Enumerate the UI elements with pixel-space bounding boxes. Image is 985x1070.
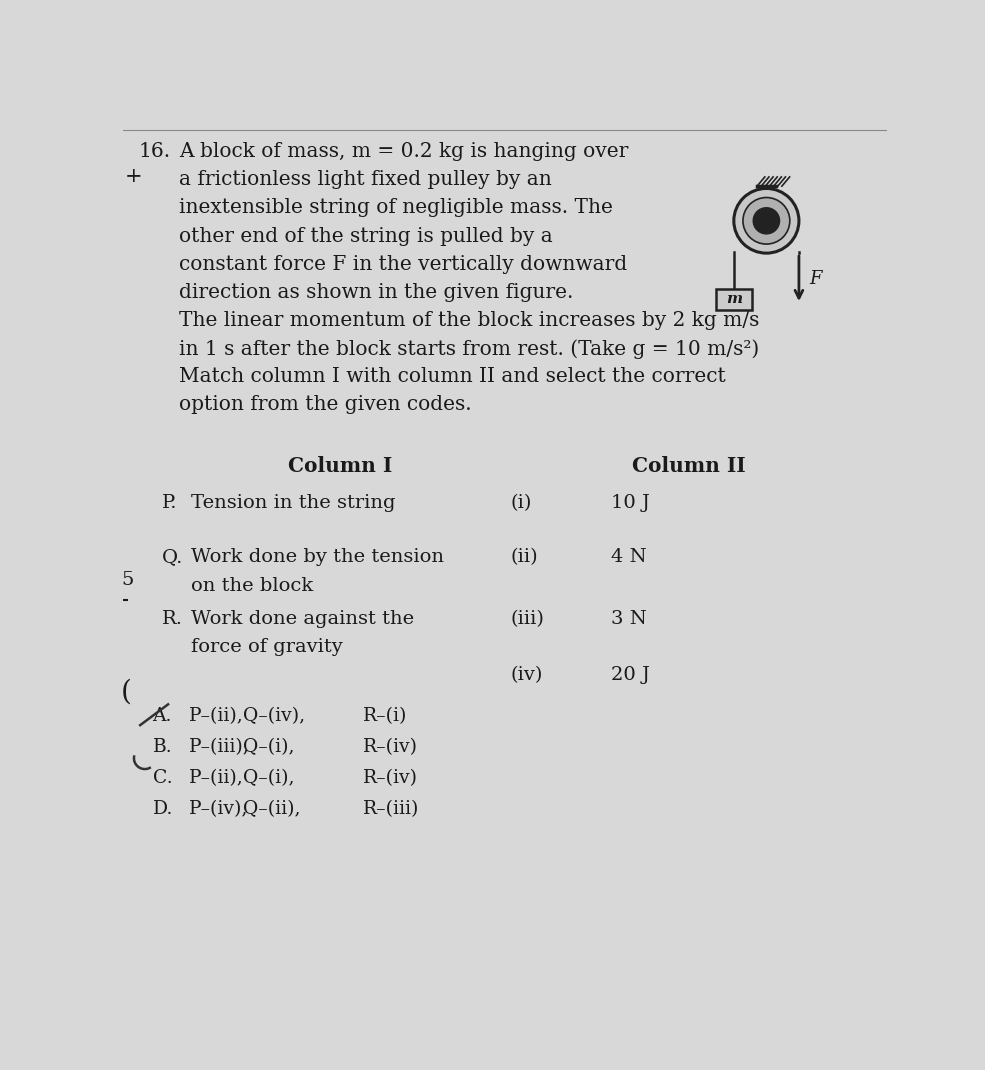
Text: F: F — [810, 270, 822, 288]
Text: P–(ii),: P–(ii), — [189, 769, 243, 788]
Text: option from the given codes.: option from the given codes. — [179, 395, 472, 414]
Text: in 1 s after the block starts from rest. (Take g = 10 m/s²): in 1 s after the block starts from rest.… — [179, 339, 759, 358]
Text: constant force F in the vertically downward: constant force F in the vertically downw… — [179, 255, 627, 274]
Text: Q–(iv),: Q–(iv), — [243, 707, 305, 725]
Text: force of gravity: force of gravity — [191, 638, 343, 656]
Text: inextensible string of negligible mass. The: inextensible string of negligible mass. … — [179, 198, 613, 217]
Bar — [716, 289, 752, 310]
Text: (: ( — [121, 679, 132, 706]
Text: Column I: Column I — [288, 456, 392, 476]
Circle shape — [734, 188, 799, 254]
Text: (iii): (iii) — [510, 610, 545, 628]
Text: Work done against the: Work done against the — [191, 610, 415, 628]
Text: (ii): (ii) — [510, 548, 538, 566]
Text: D.: D. — [153, 800, 173, 817]
Text: 4 N: 4 N — [612, 548, 647, 566]
Text: The linear momentum of the block increases by 2 kg m/s: The linear momentum of the block increas… — [179, 311, 759, 330]
Text: A block of mass, m = 0.2 kg is hanging over: A block of mass, m = 0.2 kg is hanging o… — [179, 142, 628, 162]
Text: m: m — [726, 292, 742, 306]
Text: (iv): (iv) — [510, 666, 543, 684]
Text: P–(iv),: P–(iv), — [189, 800, 248, 817]
Text: Q–(i),: Q–(i), — [243, 738, 295, 756]
Text: C.: C. — [153, 769, 172, 788]
Text: +: + — [125, 167, 142, 186]
Text: Match column I with column II and select the correct: Match column I with column II and select… — [179, 367, 726, 386]
Text: 10 J: 10 J — [612, 494, 650, 513]
Text: 3 N: 3 N — [612, 610, 647, 628]
Text: other end of the string is pulled by a: other end of the string is pulled by a — [179, 227, 553, 246]
Text: 20 J: 20 J — [612, 666, 650, 684]
Text: direction as shown in the given figure.: direction as shown in the given figure. — [179, 282, 573, 302]
Text: B.: B. — [153, 738, 172, 756]
Text: a frictionless light fixed pulley by an: a frictionless light fixed pulley by an — [179, 170, 552, 189]
Text: on the block: on the block — [191, 577, 313, 595]
Text: 16.: 16. — [139, 142, 170, 162]
Text: A.: A. — [153, 707, 172, 725]
Text: Work done by the tension: Work done by the tension — [191, 548, 444, 566]
Text: Q–(i),: Q–(i), — [243, 769, 295, 788]
Text: Tension in the string: Tension in the string — [191, 494, 396, 513]
Text: Q–(ii),: Q–(ii), — [243, 800, 300, 817]
Text: Column II: Column II — [632, 456, 746, 476]
Text: R–(iii): R–(iii) — [363, 800, 420, 817]
Text: P.: P. — [162, 494, 177, 513]
Circle shape — [754, 208, 779, 234]
Text: R–(i): R–(i) — [363, 707, 408, 725]
Text: 5: 5 — [121, 571, 134, 590]
Text: P–(iii),: P–(iii), — [189, 738, 250, 756]
Text: R–(iv): R–(iv) — [363, 738, 419, 756]
Text: Q.: Q. — [162, 548, 183, 566]
Circle shape — [743, 198, 790, 244]
Text: P–(ii),: P–(ii), — [189, 707, 243, 725]
Text: (i): (i) — [510, 494, 532, 513]
Text: R–(iv): R–(iv) — [363, 769, 419, 788]
Text: R.: R. — [162, 610, 183, 628]
